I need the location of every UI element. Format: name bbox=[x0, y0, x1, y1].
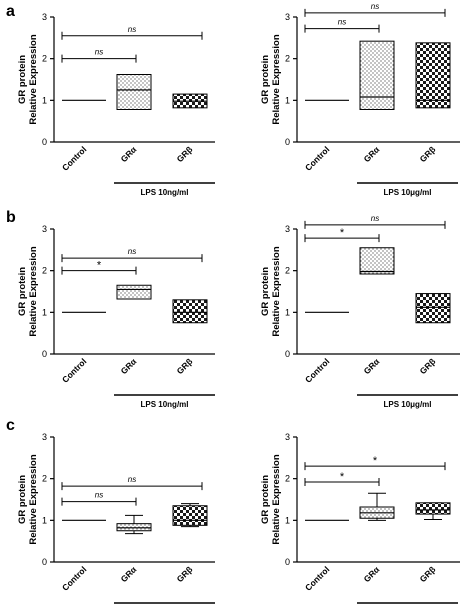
sig-label: * bbox=[340, 471, 345, 483]
box-gr-alpha bbox=[116, 74, 152, 110]
box-gr-beta bbox=[172, 505, 208, 526]
box-gr-beta bbox=[415, 42, 451, 109]
y-axis-label-line: GR protein bbox=[17, 475, 28, 524]
y-axis-label-line: GR protein bbox=[17, 267, 28, 316]
y-axis-label: GR proteinRelative Expression bbox=[260, 246, 282, 336]
sig-label: ns bbox=[371, 214, 379, 223]
y-tick-label: 2 bbox=[42, 474, 47, 484]
sig-label: ns bbox=[371, 2, 379, 11]
box-gr-alpha bbox=[116, 284, 152, 300]
group-label: LPS 10ng/ml bbox=[140, 400, 188, 409]
box-gr-beta bbox=[415, 502, 451, 515]
x-tick-label: GRα bbox=[119, 144, 139, 164]
y-tick-label: 0 bbox=[42, 349, 47, 359]
y-axis-label: GR proteinRelative Expression bbox=[260, 454, 282, 544]
sig-label: ns bbox=[95, 491, 103, 500]
y-tick-label: 1 bbox=[42, 95, 47, 105]
y-tick-label: 0 bbox=[285, 137, 290, 147]
y-tick-label: 2 bbox=[42, 54, 47, 64]
panel-letter: a bbox=[6, 3, 15, 20]
y-axis-label: GR proteinRelative Expression bbox=[17, 34, 39, 124]
y-axis-label: GR proteinRelative Expression bbox=[17, 246, 39, 336]
y-axis-label-line: Relative Expression bbox=[28, 246, 39, 336]
box-gr-alpha bbox=[116, 523, 152, 532]
y-tick-label: 3 bbox=[42, 432, 47, 442]
x-tick-label: Control bbox=[60, 564, 88, 592]
x-tick-label: GRα bbox=[362, 356, 382, 376]
sig-label: ns bbox=[128, 25, 136, 34]
y-tick-label: 0 bbox=[42, 137, 47, 147]
y-axis-label: GR proteinRelative Expression bbox=[17, 454, 39, 544]
sig-label: ns bbox=[128, 247, 136, 256]
y-tick-label: 3 bbox=[285, 12, 290, 22]
y-axis-label-line: Relative Expression bbox=[28, 454, 39, 544]
y-tick-label: 0 bbox=[285, 557, 290, 567]
y-tick-label: 2 bbox=[285, 54, 290, 64]
y-axis-label: GR proteinRelative Expression bbox=[260, 34, 282, 124]
y-tick-label: 1 bbox=[42, 307, 47, 317]
y-axis-label-line: Relative Expression bbox=[271, 454, 282, 544]
x-tick-label: GRα bbox=[362, 564, 382, 584]
x-tick-label: Control bbox=[60, 356, 88, 384]
x-tick-label: Control bbox=[60, 144, 88, 172]
sig-label: ns bbox=[338, 18, 346, 27]
x-tick-label: GRα bbox=[119, 564, 139, 584]
chart-panel-6: 0 1 2 3 GR proteinRelative Expression Control… bbox=[260, 432, 460, 604]
y-tick-label: 0 bbox=[285, 349, 290, 359]
chart-panel-5: c 0 1 2 3 GR proteinRelative Expression Contro… bbox=[6, 417, 215, 604]
x-tick-label: GRα bbox=[362, 144, 382, 164]
panel-letter: c bbox=[6, 417, 15, 434]
y-tick-label: 2 bbox=[285, 266, 290, 276]
box-gr-beta bbox=[415, 293, 451, 324]
y-axis-label-line: Relative Expression bbox=[271, 246, 282, 336]
sig-label: * bbox=[97, 260, 102, 272]
x-tick-label: GRβ bbox=[175, 356, 195, 376]
x-tick-label: Control bbox=[303, 144, 331, 172]
x-tick-label: Control bbox=[303, 564, 331, 592]
sig-label: * bbox=[340, 227, 345, 239]
y-tick-label: 3 bbox=[42, 12, 47, 22]
y-tick-label: 2 bbox=[42, 266, 47, 276]
chart-panel-3: b 0 1 2 3 GR proteinRelative Expression Contro… bbox=[6, 209, 215, 409]
y-axis-label-line: Relative Expression bbox=[28, 34, 39, 124]
chart-panel-2: 0 1 2 3 GR proteinRelative Expression Control… bbox=[260, 2, 460, 197]
x-tick-label: GRβ bbox=[175, 144, 195, 164]
chart-panel-1: a 0 1 2 3 GR proteinRelative Expression Contro… bbox=[6, 3, 215, 197]
group-label: LPS 10μg/ml bbox=[383, 400, 431, 409]
group-label: LPS 10ng/ml bbox=[140, 188, 188, 197]
box-gr-beta bbox=[172, 299, 208, 324]
x-tick-label: GRβ bbox=[418, 564, 438, 584]
y-tick-label: 3 bbox=[42, 224, 47, 234]
y-tick-label: 3 bbox=[285, 432, 290, 442]
box-gr-alpha bbox=[359, 247, 395, 275]
sig-label: ns bbox=[95, 48, 103, 57]
y-axis-label-line: GR protein bbox=[260, 267, 271, 316]
y-tick-label: 1 bbox=[42, 515, 47, 525]
sig-label: ns bbox=[128, 475, 136, 484]
x-tick-label: GRβ bbox=[418, 356, 438, 376]
panel-letter: b bbox=[6, 209, 16, 226]
box-gr-alpha bbox=[359, 40, 395, 111]
chart-panel-4: 0 1 2 3 GR proteinRelative Expression Control… bbox=[260, 214, 460, 409]
y-tick-label: 1 bbox=[285, 95, 290, 105]
sig-label: * bbox=[373, 455, 378, 467]
y-tick-label: 1 bbox=[285, 515, 290, 525]
x-tick-label: GRβ bbox=[418, 144, 438, 164]
x-tick-label: GRα bbox=[119, 356, 139, 376]
y-axis-label-line: Relative Expression bbox=[271, 34, 282, 124]
x-tick-label: Control bbox=[303, 356, 331, 384]
y-tick-label: 3 bbox=[285, 224, 290, 234]
y-tick-label: 2 bbox=[285, 474, 290, 484]
y-axis-label-line: GR protein bbox=[260, 475, 271, 524]
y-tick-label: 0 bbox=[42, 557, 47, 567]
group-label: LPS 10μg/ml bbox=[383, 188, 431, 197]
y-axis-label-line: GR protein bbox=[260, 55, 271, 104]
y-tick-label: 1 bbox=[285, 307, 290, 317]
x-tick-label: GRβ bbox=[175, 564, 195, 584]
y-axis-label-line: GR protein bbox=[17, 55, 28, 104]
